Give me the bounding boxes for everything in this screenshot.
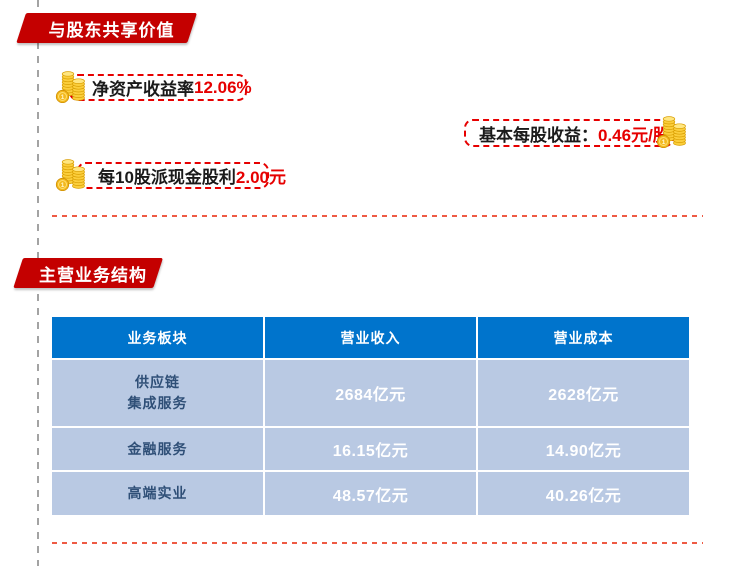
stat-label: 净资产收益率 bbox=[92, 80, 194, 99]
svg-text:1: 1 bbox=[61, 182, 65, 189]
stat-value: 2.00元 bbox=[235, 168, 287, 187]
table-row-segment: 金融服务 bbox=[52, 428, 263, 470]
section-title: 主营业务结构 bbox=[39, 265, 147, 285]
segment-line: 供应链 bbox=[135, 374, 180, 390]
section-badge-business-structure: 主营业务结构 bbox=[23, 258, 163, 288]
column-header-cost: 营业成本 bbox=[478, 317, 689, 358]
section-title: 与股东共享价值 bbox=[48, 20, 175, 40]
table-cell-revenue: 48.57亿元 bbox=[265, 472, 476, 515]
stat-eps: 基本每股收益： 0.46元/股 bbox=[464, 119, 674, 147]
table-row-segment: 供应链 集成服务 bbox=[52, 360, 263, 426]
stat-label: 每10股派现金股利 bbox=[98, 168, 236, 187]
stat-roe: 净资产收益率 12.06% bbox=[69, 74, 252, 101]
section-divider-dashed bbox=[52, 542, 703, 544]
section-divider-dashed bbox=[52, 215, 703, 217]
table-cell-cost: 40.26亿元 bbox=[478, 472, 689, 515]
gold-coins-icon: 1 bbox=[656, 116, 686, 148]
gold-coins-icon: 1 bbox=[55, 71, 85, 103]
stat-value: 0.46元/股 bbox=[598, 125, 670, 145]
section-badge-shareholder-value: 与股东共享价值 bbox=[26, 13, 197, 43]
stat-dividend: 每10股派现金股利 2.00元 bbox=[77, 162, 286, 189]
segment-line: 高端实业 bbox=[127, 485, 188, 501]
segment-line: 金融服务 bbox=[127, 440, 188, 457]
column-header-revenue: 营业收入 bbox=[265, 317, 476, 358]
table-cell-cost: 2628亿元 bbox=[478, 360, 689, 426]
stat-value: 12.06% bbox=[194, 77, 252, 97]
table-cell-revenue: 2684亿元 bbox=[265, 360, 476, 426]
column-header-segment: 业务板块 bbox=[52, 317, 263, 358]
segment-line: 集成服务 bbox=[127, 395, 188, 411]
table-cell-cost: 14.90亿元 bbox=[478, 428, 689, 470]
business-structure-table: 业务板块 营业收入 营业成本 供应链 集成服务 2684亿元 2628亿元 金融… bbox=[52, 317, 689, 515]
svg-text:1: 1 bbox=[61, 94, 65, 101]
svg-text:1: 1 bbox=[662, 139, 666, 146]
table-cell-revenue: 16.15亿元 bbox=[265, 428, 476, 470]
gold-coins-icon: 1 bbox=[55, 159, 85, 191]
table-row-segment: 高端实业 bbox=[52, 472, 263, 515]
stat-label: 基本每股收益： bbox=[479, 125, 598, 145]
